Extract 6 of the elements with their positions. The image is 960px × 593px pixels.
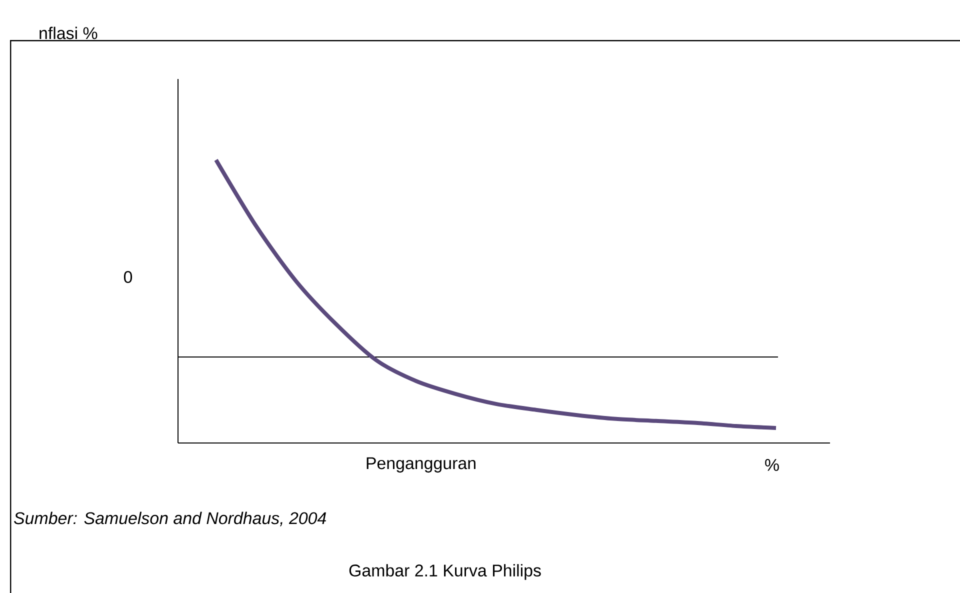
text: % (765, 459, 779, 471)
text: 0 (124, 270, 132, 283)
x-axis-title: Pengangguran (366, 457, 476, 473)
text: nflasi % (40, 26, 98, 40)
text: Gambar 2.1 Kurva Philips (349, 564, 541, 580)
text: Sumber: Samuelson and Nordhaus, 2004 (14, 512, 326, 526)
